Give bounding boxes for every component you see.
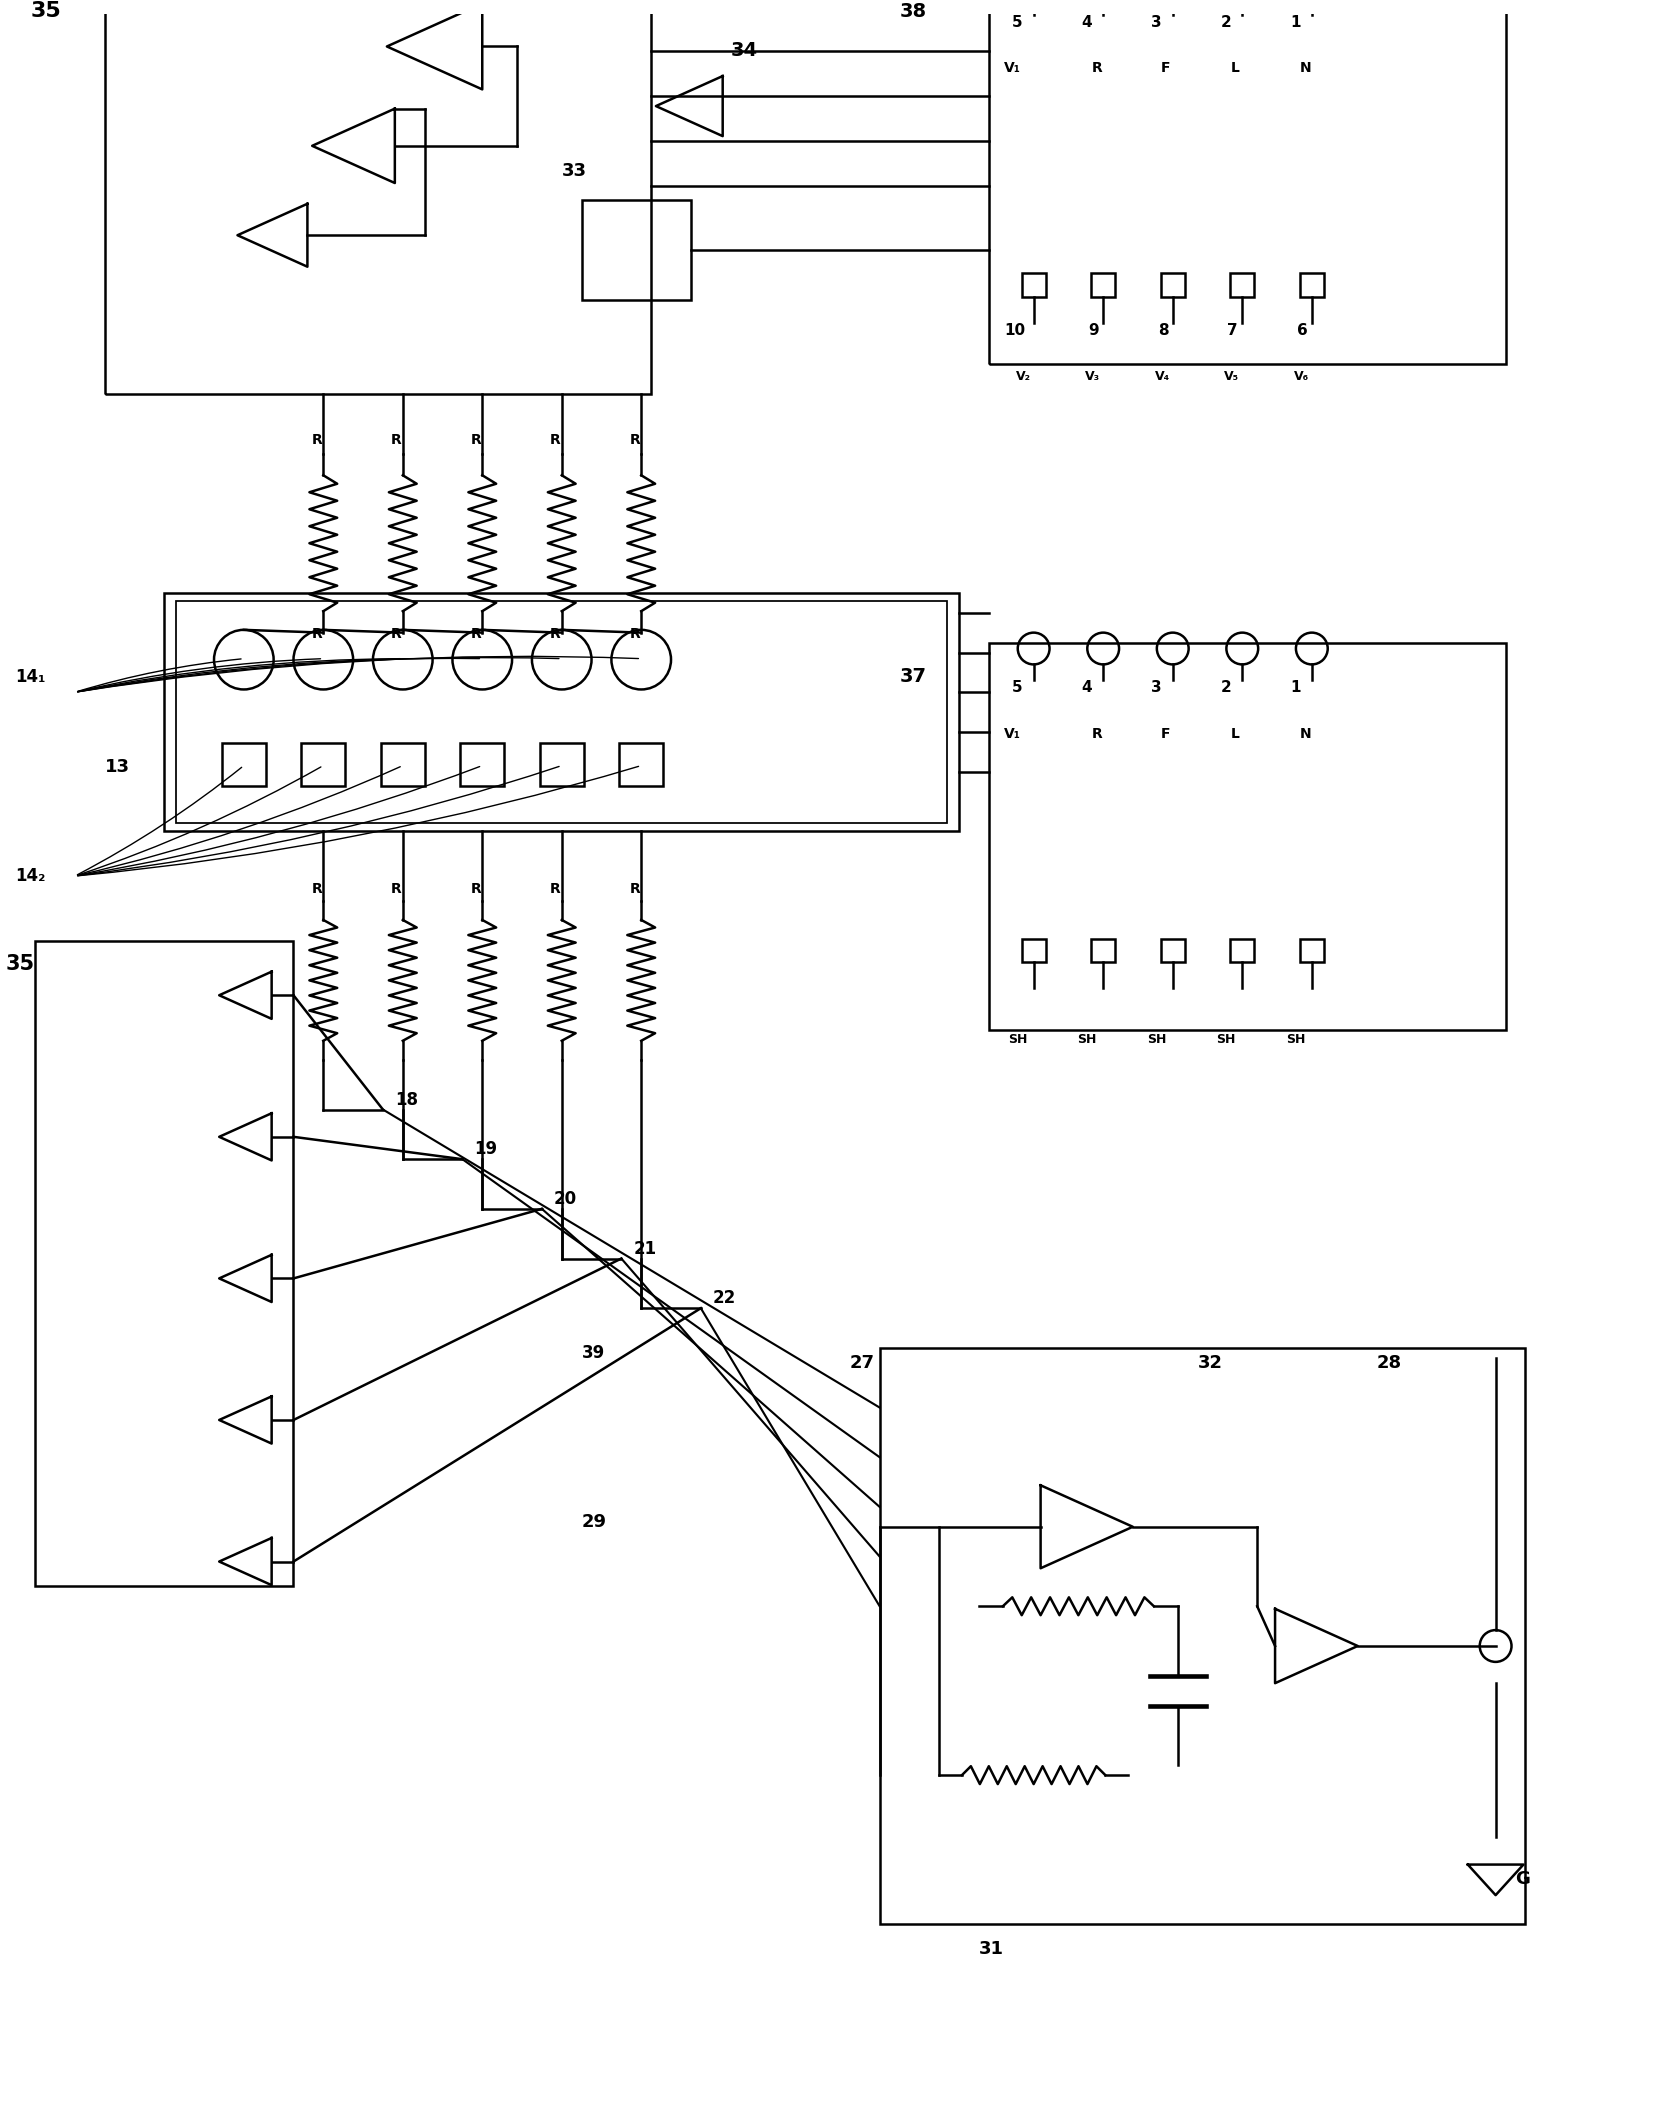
Text: SH: SH bbox=[1077, 1033, 1097, 1045]
Bar bbox=[1091, 938, 1115, 963]
Text: 2: 2 bbox=[1220, 679, 1231, 696]
Text: R: R bbox=[311, 881, 323, 896]
Text: 19: 19 bbox=[475, 1140, 498, 1159]
Text: 28: 28 bbox=[1377, 1354, 1402, 1371]
Text: L: L bbox=[1230, 61, 1240, 76]
Text: G: G bbox=[1516, 1870, 1531, 1888]
Bar bbox=[540, 742, 584, 787]
Text: 5: 5 bbox=[1011, 15, 1023, 29]
Bar bbox=[460, 742, 505, 787]
Text: 3: 3 bbox=[1150, 679, 1162, 696]
Text: V₁: V₁ bbox=[1005, 728, 1021, 740]
Text: R: R bbox=[549, 881, 561, 896]
Bar bbox=[1299, 938, 1324, 963]
Text: F: F bbox=[1160, 728, 1170, 740]
Text: V₄: V₄ bbox=[1155, 370, 1170, 383]
Bar bbox=[177, 601, 947, 824]
Text: 27: 27 bbox=[851, 1354, 875, 1371]
Text: F: F bbox=[1160, 61, 1170, 76]
Text: SH: SH bbox=[1216, 1033, 1236, 1045]
Text: R: R bbox=[470, 627, 482, 641]
Text: SH: SH bbox=[1286, 1033, 1306, 1045]
Text: 5: 5 bbox=[1011, 679, 1023, 696]
Text: R: R bbox=[311, 433, 323, 446]
Text: 38: 38 bbox=[900, 2, 927, 21]
Bar bbox=[1299, 273, 1324, 297]
Bar bbox=[619, 742, 664, 787]
Bar bbox=[35, 940, 293, 1586]
Text: V₅: V₅ bbox=[1225, 370, 1240, 383]
Text: 6: 6 bbox=[1298, 322, 1307, 339]
Text: R: R bbox=[629, 627, 640, 641]
Text: 34: 34 bbox=[730, 42, 758, 61]
Text: 35: 35 bbox=[5, 955, 35, 974]
Text: V₆: V₆ bbox=[1294, 370, 1309, 383]
Text: 4: 4 bbox=[1081, 15, 1092, 29]
Bar bbox=[880, 1348, 1526, 1924]
Text: V₁: V₁ bbox=[1005, 61, 1021, 76]
Text: R: R bbox=[391, 881, 402, 896]
Text: 8: 8 bbox=[1158, 322, 1168, 339]
Text: 2: 2 bbox=[1220, 15, 1231, 29]
Text: 35: 35 bbox=[30, 0, 61, 21]
Text: 13: 13 bbox=[104, 757, 129, 776]
Bar bbox=[1230, 273, 1254, 297]
Text: R: R bbox=[629, 433, 640, 446]
Bar bbox=[990, 644, 1506, 1030]
Text: V₂: V₂ bbox=[1016, 370, 1031, 383]
Text: R: R bbox=[549, 627, 561, 641]
Text: 4: 4 bbox=[1081, 679, 1092, 696]
Text: R: R bbox=[629, 881, 640, 896]
Bar bbox=[1091, 273, 1115, 297]
Text: R: R bbox=[470, 881, 482, 896]
Bar bbox=[1160, 273, 1185, 297]
Bar bbox=[381, 742, 425, 787]
Text: R: R bbox=[311, 627, 323, 641]
Text: V₃: V₃ bbox=[1086, 370, 1101, 383]
Text: R: R bbox=[391, 627, 402, 641]
Text: R: R bbox=[1091, 61, 1102, 76]
Text: 31: 31 bbox=[980, 1939, 1005, 1958]
Text: 14₁: 14₁ bbox=[15, 669, 46, 686]
Text: 7: 7 bbox=[1228, 322, 1238, 339]
Text: SH: SH bbox=[1008, 1033, 1028, 1045]
Text: 33: 33 bbox=[561, 162, 588, 179]
Text: 32: 32 bbox=[1198, 1354, 1223, 1371]
Text: R: R bbox=[549, 433, 561, 446]
Text: 39: 39 bbox=[581, 1344, 604, 1363]
Text: L: L bbox=[1230, 728, 1240, 740]
Text: 21: 21 bbox=[634, 1239, 657, 1258]
Text: 10: 10 bbox=[1005, 322, 1024, 339]
Text: 9: 9 bbox=[1089, 322, 1099, 339]
Text: R: R bbox=[470, 433, 482, 446]
Text: 3: 3 bbox=[1150, 15, 1162, 29]
Bar bbox=[581, 200, 690, 301]
Bar bbox=[104, 0, 650, 393]
Text: R: R bbox=[391, 433, 402, 446]
Text: SH: SH bbox=[1147, 1033, 1167, 1045]
Text: 37: 37 bbox=[900, 667, 927, 686]
Bar bbox=[1230, 938, 1254, 963]
Text: N: N bbox=[1299, 61, 1311, 76]
Text: 22: 22 bbox=[713, 1289, 736, 1308]
Bar bbox=[1160, 938, 1185, 963]
Text: R: R bbox=[1091, 728, 1102, 740]
Text: 14₂: 14₂ bbox=[15, 866, 46, 885]
Text: 1: 1 bbox=[1289, 15, 1301, 29]
Bar bbox=[990, 0, 1506, 364]
Bar bbox=[222, 742, 266, 787]
Bar bbox=[164, 593, 960, 831]
Text: 20: 20 bbox=[554, 1190, 578, 1207]
Bar bbox=[301, 742, 346, 787]
Text: N: N bbox=[1299, 728, 1311, 740]
Bar bbox=[1021, 273, 1046, 297]
Text: 29: 29 bbox=[581, 1512, 607, 1531]
Text: 1: 1 bbox=[1289, 679, 1301, 696]
Text: 18: 18 bbox=[396, 1091, 417, 1108]
Bar bbox=[1021, 938, 1046, 963]
